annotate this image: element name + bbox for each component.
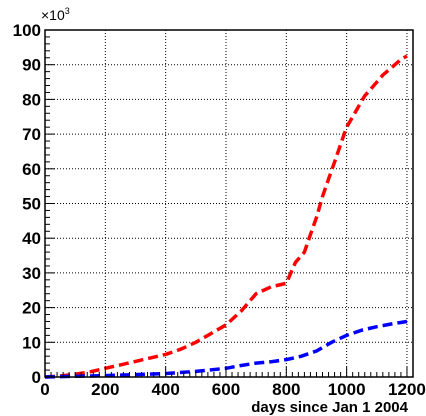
y-tick-label: 0	[32, 368, 41, 387]
y-tick-label: 90	[22, 56, 41, 75]
series-line-0	[44, 54, 408, 379]
y-tick-label: 30	[22, 264, 41, 283]
x-tick-label: 400	[151, 380, 179, 399]
x-tick-label: 600	[212, 380, 240, 399]
y-multiplier-exponent: 3	[65, 6, 70, 16]
grid	[45, 30, 413, 377]
tick-labels: 0 200 400 600 800 1000 1200 0 10 20 30 40 50 60 70 80 90…	[13, 21, 426, 399]
x-axis-label: days since Jan 1 2004	[251, 399, 408, 416]
y-tick-label: 70	[22, 125, 41, 144]
y-tick-label: 40	[22, 229, 41, 248]
y-multiplier-base: ×10	[41, 7, 65, 23]
y-tick-label: 60	[22, 160, 41, 179]
ticks	[44, 29, 414, 378]
y-tick-label: 100	[13, 21, 41, 40]
y-tick-label: 20	[22, 299, 41, 318]
y-tick-label: 50	[22, 195, 41, 214]
x-tick-label: 1200	[388, 380, 426, 399]
x-tick-label: 800	[272, 380, 300, 399]
y-tick-label: 10	[22, 333, 41, 352]
x-tick-label: 0	[40, 380, 49, 399]
x-tick-label: 1000	[328, 380, 366, 399]
x-tick-label: 200	[91, 380, 119, 399]
y-tick-label: 80	[22, 90, 41, 109]
y-axis-multiplier: ×103	[41, 6, 70, 23]
